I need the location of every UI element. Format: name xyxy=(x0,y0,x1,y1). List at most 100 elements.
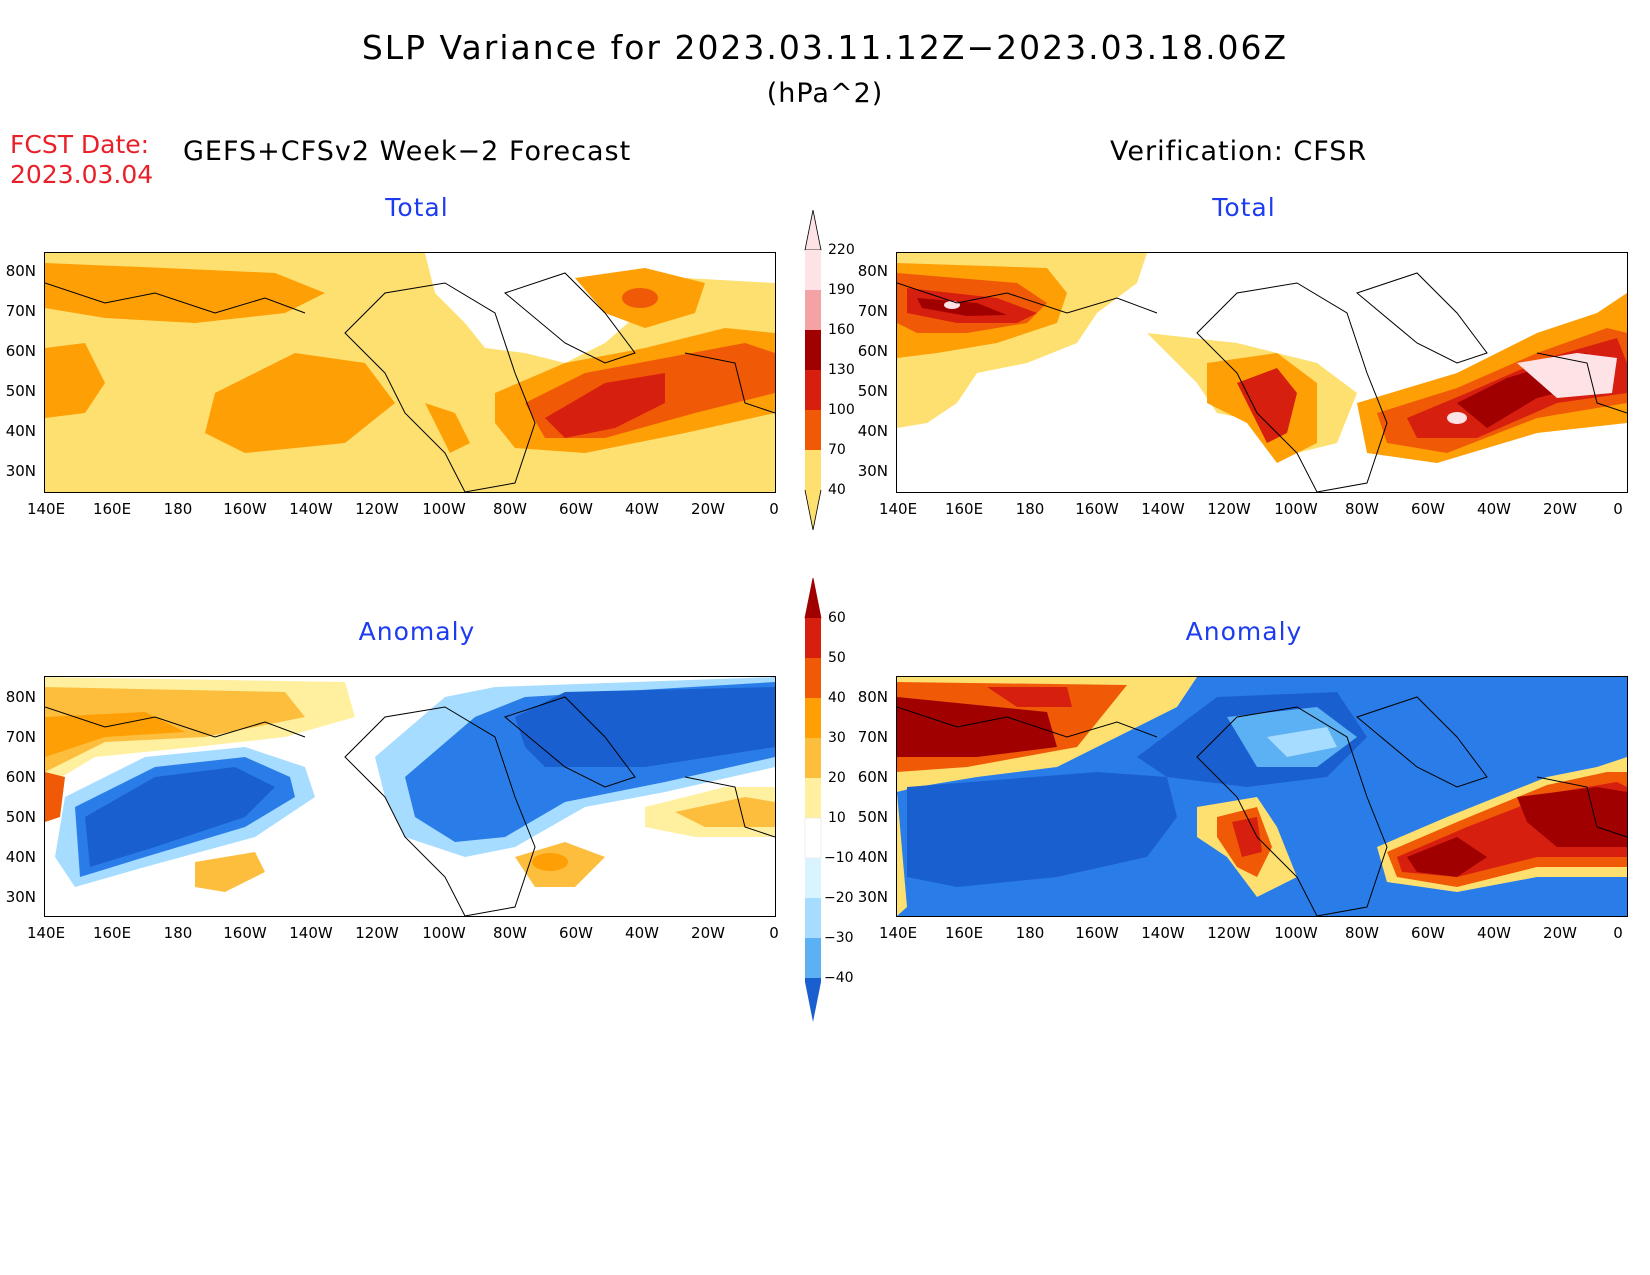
forecast-header: GEFS+CFSv2 Week−2 Forecast xyxy=(183,136,632,167)
lat-label: 40N xyxy=(857,422,888,440)
lon-label: 40W xyxy=(1477,924,1511,942)
lon-label: 100W xyxy=(422,924,466,942)
lon-label: 160W xyxy=(223,924,267,942)
bottom-right-title: Anomaly xyxy=(1185,617,1303,646)
fcst-date: 2023.03.04 xyxy=(10,160,154,189)
lat-label: 50N xyxy=(857,808,888,826)
lon-label: 160E xyxy=(944,924,984,942)
total-colorbar xyxy=(802,209,824,531)
lat-label: 80N xyxy=(857,688,888,706)
lon-label: 40W xyxy=(625,924,659,942)
lon-label: 140W xyxy=(1141,924,1185,942)
lat-label: 60N xyxy=(857,768,888,786)
lon-label: 160W xyxy=(1075,924,1119,942)
lat-label: 50N xyxy=(857,382,888,400)
lon-label: 120W xyxy=(1207,924,1251,942)
colorbar-label: 100 xyxy=(828,402,855,418)
lon-label: 100W xyxy=(1274,500,1318,518)
colorbar-label: 190 xyxy=(828,282,855,298)
anomaly-colorbar xyxy=(802,577,824,1022)
lon-label: 20W xyxy=(691,924,725,942)
lat-label: 50N xyxy=(5,808,36,826)
lon-label: 180 xyxy=(163,924,193,942)
colorbar-label: 40 xyxy=(828,482,846,498)
lon-label: 0 xyxy=(1613,924,1623,942)
lon-label: 180 xyxy=(1015,924,1045,942)
lon-label: 20W xyxy=(691,500,725,518)
lon-label: 80W xyxy=(493,924,527,942)
lat-label: 60N xyxy=(5,768,36,786)
lon-label: 80W xyxy=(1345,924,1379,942)
top-left-title: Total xyxy=(385,193,449,222)
colorbar-label: −30 xyxy=(824,930,854,946)
colorbar-label: 220 xyxy=(828,242,855,258)
lon-label: 160E xyxy=(944,500,984,518)
colorbar-label: 30 xyxy=(828,730,846,746)
forecast-total-map xyxy=(44,252,776,493)
lat-label: 70N xyxy=(5,302,36,320)
lon-label: 40W xyxy=(625,500,659,518)
lat-label: 60N xyxy=(857,342,888,360)
lon-label: 80W xyxy=(493,500,527,518)
lon-label: 0 xyxy=(769,500,779,518)
colorbar-label: −20 xyxy=(824,890,854,906)
lon-label: 40W xyxy=(1477,500,1511,518)
forecast-anomaly-map xyxy=(44,676,776,917)
colorbar-label: 60 xyxy=(828,610,846,626)
lon-label: 100W xyxy=(422,500,466,518)
lat-label: 40N xyxy=(5,422,36,440)
lon-label: 60W xyxy=(559,924,593,942)
lon-label: 140W xyxy=(289,924,333,942)
colorbar-label: −10 xyxy=(824,850,854,866)
fcst-date-block: FCST Date: 2023.03.04 xyxy=(10,130,153,190)
lon-label: 160E xyxy=(92,924,132,942)
lon-label: 100W xyxy=(1274,924,1318,942)
fcst-label: FCST Date: xyxy=(10,130,150,159)
lat-label: 40N xyxy=(857,848,888,866)
colorbar-label: 50 xyxy=(828,650,846,666)
lon-label: 60W xyxy=(559,500,593,518)
lon-label: 180 xyxy=(163,500,193,518)
lat-label: 80N xyxy=(5,262,36,280)
lon-label: 20W xyxy=(1543,500,1577,518)
figure-title: SLP Variance for 2023.03.11.12Z−2023.03.… xyxy=(361,28,1289,67)
lat-label: 50N xyxy=(5,382,36,400)
verification-anomaly-map xyxy=(896,676,1628,917)
colorbar-label: 40 xyxy=(828,690,846,706)
verification-header: Verification: CFSR xyxy=(1110,136,1368,167)
lat-label: 30N xyxy=(5,888,36,906)
colorbar-label: −40 xyxy=(824,970,854,986)
lon-label: 140W xyxy=(1141,500,1185,518)
lon-label: 0 xyxy=(769,924,779,942)
lon-label: 160E xyxy=(92,500,132,518)
lon-label: 120W xyxy=(355,500,399,518)
lon-label: 160W xyxy=(1075,500,1119,518)
lon-label: 20W xyxy=(1543,924,1577,942)
lon-label: 60W xyxy=(1411,924,1445,942)
colorbar-label: 20 xyxy=(828,770,846,786)
lat-label: 70N xyxy=(857,302,888,320)
lat-label: 80N xyxy=(857,262,888,280)
lon-label: 140W xyxy=(289,500,333,518)
lon-label: 140E xyxy=(26,924,66,942)
colorbar-label: 10 xyxy=(828,810,846,826)
lat-label: 70N xyxy=(5,728,36,746)
lon-label: 120W xyxy=(1207,500,1251,518)
colorbar-label: 160 xyxy=(828,322,855,338)
lon-label: 140E xyxy=(26,500,66,518)
lat-label: 60N xyxy=(5,342,36,360)
lat-label: 30N xyxy=(857,462,888,480)
lon-label: 180 xyxy=(1015,500,1045,518)
figure-units: (hPa^2) xyxy=(766,78,884,109)
lon-label: 60W xyxy=(1411,500,1445,518)
lon-label: 160W xyxy=(223,500,267,518)
lon-label: 140E xyxy=(878,924,918,942)
lat-label: 70N xyxy=(857,728,888,746)
top-right-title: Total xyxy=(1212,193,1276,222)
lon-label: 80W xyxy=(1345,500,1379,518)
lat-label: 30N xyxy=(857,888,888,906)
colorbar-label: 130 xyxy=(828,362,855,378)
verification-total-map xyxy=(896,252,1628,493)
lat-label: 80N xyxy=(5,688,36,706)
bottom-left-title: Anomaly xyxy=(358,617,476,646)
